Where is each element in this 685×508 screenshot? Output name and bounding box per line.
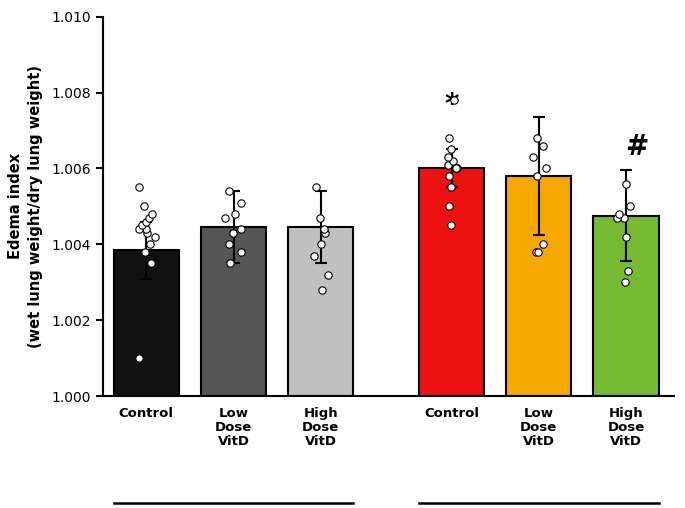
- Point: [323, 271, 334, 279]
- Point: [146, 210, 157, 218]
- Point: [141, 225, 152, 233]
- Point: [612, 214, 623, 222]
- Point: [140, 248, 151, 256]
- Point: [144, 214, 155, 222]
- Point: [621, 180, 632, 188]
- Point: [449, 96, 460, 104]
- Point: [146, 259, 157, 267]
- Point: [134, 225, 145, 233]
- Point: [624, 202, 635, 210]
- Point: [621, 233, 632, 241]
- Text: *: *: [445, 91, 459, 119]
- Bar: [288, 227, 353, 396]
- Bar: [506, 176, 571, 396]
- Point: [447, 157, 458, 165]
- Point: [451, 165, 462, 173]
- Point: [139, 202, 150, 210]
- Point: [452, 165, 463, 173]
- Point: [220, 214, 231, 222]
- Point: [316, 240, 327, 248]
- Point: [149, 233, 160, 241]
- Point: [134, 183, 145, 192]
- Point: [134, 354, 145, 362]
- Point: [225, 259, 236, 267]
- Point: [236, 225, 247, 233]
- Point: [309, 251, 320, 260]
- Point: [613, 210, 624, 218]
- Point: [619, 278, 630, 287]
- Text: #: #: [625, 133, 648, 161]
- Point: [537, 240, 548, 248]
- Point: [532, 172, 543, 180]
- Point: [236, 199, 247, 207]
- Point: [619, 214, 630, 222]
- Point: [314, 214, 325, 222]
- Point: [527, 153, 538, 161]
- Point: [531, 248, 542, 256]
- Point: [223, 187, 234, 195]
- Point: [320, 229, 331, 237]
- Point: [319, 225, 329, 233]
- Point: [223, 240, 234, 248]
- Point: [446, 221, 457, 230]
- Bar: [419, 169, 484, 396]
- Point: [235, 248, 246, 256]
- Point: [532, 134, 543, 142]
- Point: [316, 286, 327, 294]
- Bar: [201, 227, 266, 396]
- Point: [137, 221, 148, 230]
- Point: [310, 183, 321, 192]
- Point: [444, 202, 455, 210]
- Y-axis label: Edema index
(wet lung weight/dry lung weight): Edema index (wet lung weight/dry lung we…: [8, 65, 43, 348]
- Point: [623, 267, 634, 275]
- Point: [227, 229, 238, 237]
- Point: [540, 165, 551, 173]
- Point: [532, 248, 543, 256]
- Point: [538, 142, 549, 150]
- Point: [142, 229, 153, 237]
- Bar: [593, 216, 659, 396]
- Point: [442, 153, 453, 161]
- Point: [446, 183, 457, 192]
- Point: [145, 240, 155, 248]
- Point: [444, 172, 455, 180]
- Point: [443, 134, 454, 142]
- Point: [141, 217, 152, 226]
- Point: [445, 145, 456, 153]
- Point: [443, 161, 453, 169]
- Point: [230, 210, 241, 218]
- Bar: [114, 250, 179, 396]
